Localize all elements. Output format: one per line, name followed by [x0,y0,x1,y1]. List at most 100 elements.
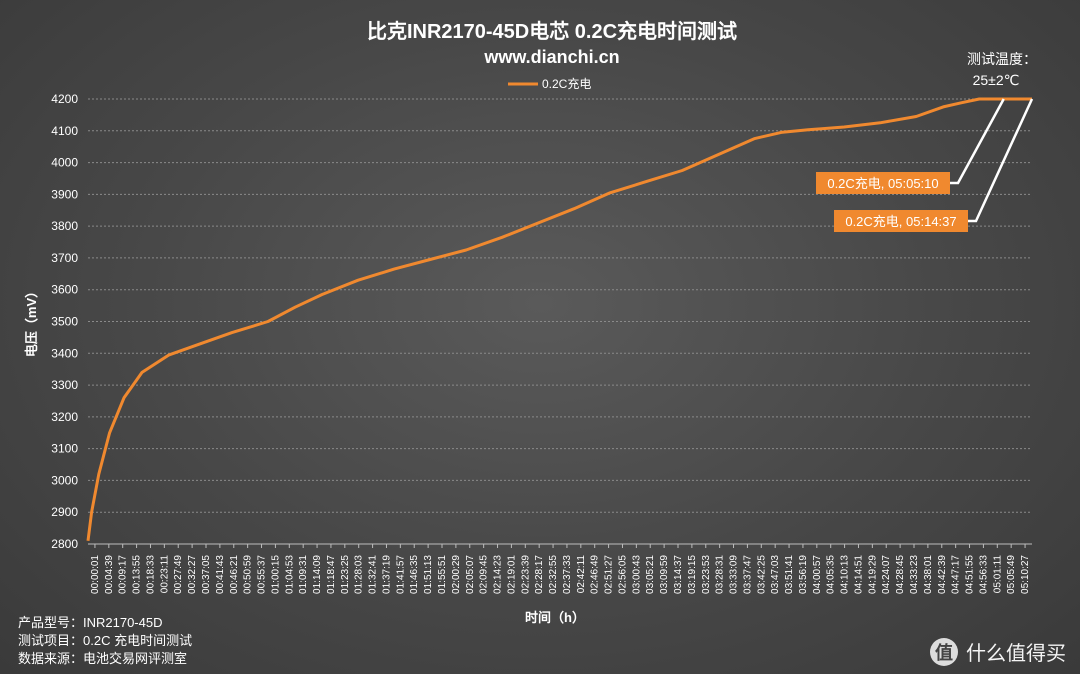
x-tick-label: 02:19:01 [506,555,517,594]
x-tick-label: 02:05:07 [465,555,476,594]
x-tick-label: 05:01:11 [992,555,1003,594]
x-tick-label: 02:32:55 [548,555,559,594]
x-axis-label: 时间（h） [525,610,585,625]
watermark: 值 什么值得买 [930,637,1066,666]
x-tick-label: 02:28:17 [534,555,545,594]
x-tick-label: 03:42:25 [756,555,767,594]
y-tick-label: 4100 [51,124,78,138]
x-tick-label: 01:18:47 [326,555,337,594]
x-tick-label: 00:32:27 [187,555,198,594]
footer-data-source: 数据来源：电池交易网评测室 [18,651,188,666]
annotation-label: 0.2C充电, 05:05:10 [827,176,938,191]
x-tick-label: 01:04:53 [284,555,295,594]
x-tick-label: 00:27:49 [173,555,184,594]
x-tick-label: 03:51:41 [784,555,795,594]
y-tick-label: 3400 [51,346,78,360]
x-tick-label: 04:38:01 [923,555,934,594]
x-tick-label: 02:46:49 [590,555,601,594]
x-tick-label: 05:05:49 [1006,555,1017,594]
x-tick-label: 05:10:27 [1020,555,1031,594]
x-tick-label: 00:04:39 [104,555,115,594]
x-tick-label: 04:19:29 [867,555,878,594]
x-axis-ticks: 00:00:01 00:04:39 00:09:17 00:13:55 00:18:33… [90,544,1031,594]
x-tick-label: 00:41:43 [215,555,226,594]
footer-product-model: 产品型号：INR2170-45D [18,615,163,630]
x-tick-label: 02:09:45 [479,555,490,594]
x-tick-label: 03:28:31 [715,555,726,594]
y-tick-label: 2800 [51,537,78,551]
x-tick-label: 00:23:11 [159,555,170,594]
annotation-leader-line [968,98,1034,223]
annotation-box [816,172,950,194]
x-tick-label: 03:19:15 [687,555,698,594]
x-tick-label: 01:55:51 [437,555,448,594]
y-tick-label: 3800 [51,219,78,233]
y-tick-label: 2900 [51,505,78,519]
annotation-leader-line [950,98,1005,185]
x-tick-label: 01:46:35 [409,555,420,594]
y-tick-label: 3900 [51,187,78,201]
watermark-text: 什么值得买 [966,641,1066,665]
x-tick-label: 01:00:15 [270,555,281,594]
x-tick-label: 01:32:41 [368,555,379,594]
x-tick-label: 02:14:23 [493,555,504,594]
y-axis-label: 电压（mV） [24,285,39,357]
x-tick-label: 03:05:21 [645,555,656,594]
footer-test-item: 测试项目：0.2C 充电时间测试 [18,633,193,648]
x-tick-label: 04:56:33 [978,555,989,594]
y-axis-ticks: 2800 2900 3000 3100 3200 3300 3400 3500 3600 3700… [51,92,78,551]
x-tick-label: 04:33:23 [909,555,920,594]
temperature-note-line1: 测试温度： [967,51,1037,67]
y-tick-label: 3600 [51,283,78,297]
x-tick-label: 00:13:55 [132,555,143,594]
x-tick-label: 04:28:45 [895,555,906,594]
x-tick-label: 01:28:03 [354,555,365,594]
chart-subtitle: www.dianchi.cn [483,47,619,67]
x-tick-label: 04:24:07 [881,555,892,594]
x-tick-label: 01:09:31 [298,555,309,594]
x-tick-label: 03:23:53 [701,555,712,594]
y-tick-label: 3100 [51,442,78,456]
annotations: 0.2C充电, 05:05:10 0.2C充电, 05:14:37 [816,98,1034,232]
x-tick-label: 01:51:13 [423,555,434,594]
y-tick-label: 3700 [51,251,78,265]
x-tick-label: 03:00:43 [631,555,642,594]
x-tick-label: 02:51:27 [604,555,615,594]
x-tick-label: 01:41:57 [395,555,406,594]
x-tick-label: 00:50:59 [243,555,254,594]
x-tick-label: 04:51:55 [965,555,976,594]
y-tick-label: 3300 [51,378,78,392]
x-tick-label: 00:46:21 [229,555,240,594]
x-tick-label: 00:37:05 [201,555,212,594]
y-tick-label: 4200 [51,92,78,106]
x-tick-label: 03:33:09 [729,555,740,594]
series-line-0.2c-charge [86,97,1032,541]
annotation-box [834,210,968,232]
annotation-label: 0.2C充电, 05:14:37 [845,214,956,229]
watermark-badge-icon: 值 [930,637,958,666]
x-tick-label: 00:00:01 [90,555,101,594]
x-tick-label: 04:14:51 [853,555,864,594]
x-tick-label: 02:56:05 [617,555,628,594]
x-tick-label: 02:42:11 [576,555,587,594]
x-tick-label: 02:37:33 [562,555,573,594]
gridlines [88,98,1032,513]
x-tick-label: 04:10:13 [840,555,851,594]
x-tick-label: 04:42:39 [937,555,948,594]
x-tick-label: 02:23:39 [520,555,531,594]
legend: 0.2C充电 [508,76,591,91]
y-tick-label: 4000 [51,156,78,170]
temperature-note-line2: 25±2℃ [973,72,1020,88]
chart-title: 比克INR2170-45D电芯 0.2C充电时间测试 [367,19,737,43]
x-tick-label: 01:37:19 [381,555,392,594]
x-tick-label: 02:00:29 [451,555,462,594]
x-tick-label: 03:14:37 [673,555,684,594]
x-tick-label: 00:55:37 [257,555,268,594]
x-tick-label: 01:23:25 [340,555,351,594]
x-tick-label: 03:47:03 [770,555,781,594]
x-tick-label: 04:47:17 [951,555,962,594]
y-tick-label: 3200 [51,410,78,424]
x-tick-label: 04:05:35 [826,555,837,594]
x-tick-label: 03:37:47 [742,555,753,594]
